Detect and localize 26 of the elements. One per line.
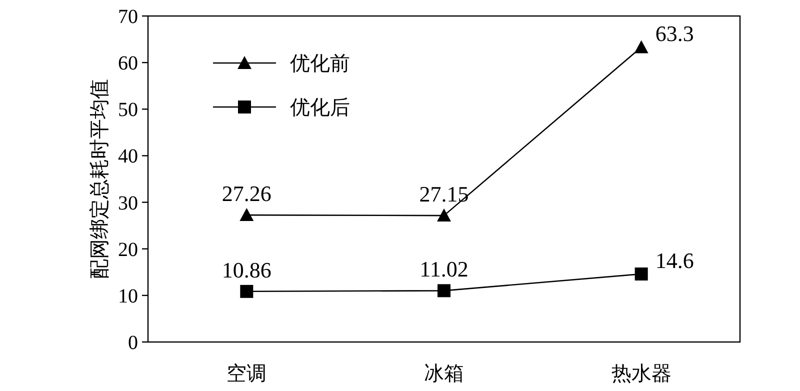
legend-label: 优化后 — [290, 97, 350, 119]
point — [240, 208, 254, 222]
y-tick-label: 50 — [118, 99, 138, 122]
y-tick-label: 20 — [118, 238, 138, 261]
y-tick-label: 60 — [118, 52, 138, 75]
legend-label: 优化前 — [290, 53, 350, 75]
y-axis-title: 配网绑定总耗时平均值 — [89, 79, 111, 279]
y-tick-label: 0 — [128, 332, 138, 354]
point — [634, 40, 648, 54]
data-label: 27.15 — [419, 182, 469, 207]
x-tick-label: 冰箱 — [424, 363, 464, 385]
point — [634, 268, 648, 281]
data-label: 27.26 — [222, 181, 272, 206]
point — [240, 284, 254, 298]
x-tick-label: 空调 — [226, 363, 267, 385]
x-tick-label: 热水器 — [611, 363, 672, 385]
y-tick-label: 40 — [118, 146, 138, 168]
data-label: 63.3 — [655, 21, 694, 46]
data-label: 10.86 — [222, 257, 272, 282]
point — [437, 208, 451, 222]
y-tick-label: 70 — [118, 6, 138, 28]
y-tick-label: 30 — [118, 192, 138, 214]
point — [438, 284, 450, 298]
data-label: 14.6 — [655, 248, 694, 274]
data-label: 11.02 — [420, 256, 468, 282]
y-tick-label: 10 — [118, 285, 138, 308]
